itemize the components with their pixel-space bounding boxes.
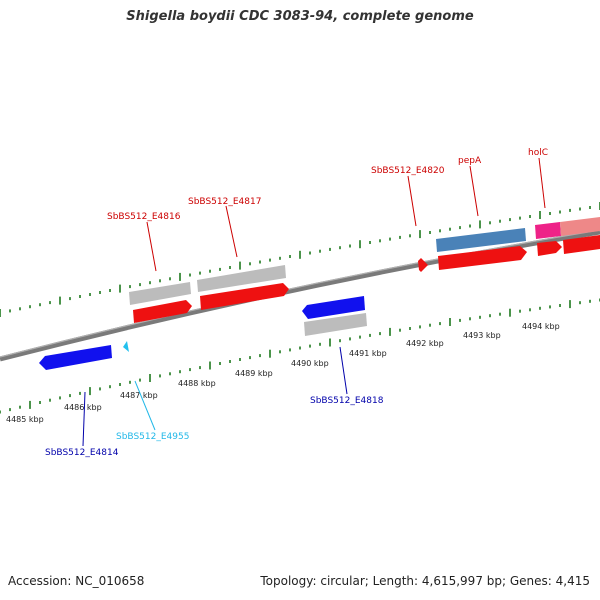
cds-arrow-e4820[interactable]: [418, 258, 428, 272]
genome-title: Shigella boydii CDC 3083-94, complete ge…: [126, 9, 474, 24]
gene-label-e4955[interactable]: SbBS512_E4955: [116, 432, 189, 442]
forward-tick-track: [0, 202, 600, 317]
tick-label: 4487 kbp: [120, 391, 158, 400]
tick-label: 4493 kbp: [463, 331, 501, 340]
tick-label: 4489 kbp: [235, 369, 273, 378]
gene-label-e4817[interactable]: SbBS512_E4817: [188, 197, 261, 207]
leader-line-e4814: [82, 391, 86, 447]
gene-block-holc[interactable]: [535, 222, 561, 239]
gene-block-pepa[interactable]: [436, 228, 526, 252]
gene-label-e4820[interactable]: SbBS512_E4820: [371, 166, 445, 176]
leader-line-pepa: [469, 165, 479, 217]
cds-arrow-e4817[interactable]: [200, 283, 289, 310]
gene-block-next[interactable]: [560, 217, 600, 236]
cds-arrow-e4818[interactable]: [302, 296, 365, 319]
cds-arrow-next[interactable]: [563, 235, 600, 254]
gene-track: [129, 217, 600, 336]
reverse-tick-track: [0, 298, 600, 414]
tick-label: 4494 kbp: [522, 322, 560, 331]
tick-label: 4490 kbp: [291, 359, 329, 368]
gene-label-e4818[interactable]: SbBS512_E4818: [310, 396, 384, 406]
gene-block-e4816[interactable]: [129, 282, 191, 305]
cds-arrow-e4816[interactable]: [133, 300, 192, 323]
tick-label: 4486 kbp: [64, 403, 102, 412]
gene-block-e4818: [304, 313, 367, 336]
accession-text: Accession: NC_010658: [8, 574, 145, 588]
leader-line-e4816: [146, 221, 157, 272]
gene-label-holc[interactable]: holC: [528, 148, 548, 158]
gene-block-e4817[interactable]: [197, 265, 286, 292]
gene-labels: SbBS512_E4816 SbBS512_E4817 SbBS512_E482…: [45, 148, 548, 458]
cds-arrow-pepa[interactable]: [438, 246, 527, 270]
leader-line-holc: [538, 157, 546, 209]
cds-arrow-e4814[interactable]: [39, 345, 112, 370]
gene-label-e4816[interactable]: SbBS512_E4816: [107, 212, 181, 222]
tick-label: 4491 kbp: [349, 349, 387, 358]
cds-reverse-track: [39, 296, 365, 370]
label-leader-lines: [82, 157, 546, 447]
cds-forward-track: [133, 235, 600, 323]
gene-label-pepa[interactable]: pepA: [458, 156, 482, 166]
leader-line-e4820: [407, 175, 417, 227]
tick-labels: 4485 kbp 4486 kbp 4487 kbp 4488 kbp 4489…: [6, 322, 560, 424]
leader-line-e4955: [134, 380, 156, 431]
tick-label: 4488 kbp: [178, 379, 216, 388]
cds-arrow-e4955[interactable]: [123, 341, 129, 352]
tick-label: 4492 kbp: [406, 339, 444, 348]
tick-label: 4485 kbp: [6, 415, 44, 424]
gene-label-e4814[interactable]: SbBS512_E4814: [45, 448, 119, 458]
topology-text: Topology: circular; Length: 4,615,997 bp…: [260, 574, 590, 588]
leader-line-e4817: [225, 205, 238, 258]
leader-line-e4818: [339, 346, 348, 395]
cds-arrow-holc[interactable]: [537, 241, 562, 256]
